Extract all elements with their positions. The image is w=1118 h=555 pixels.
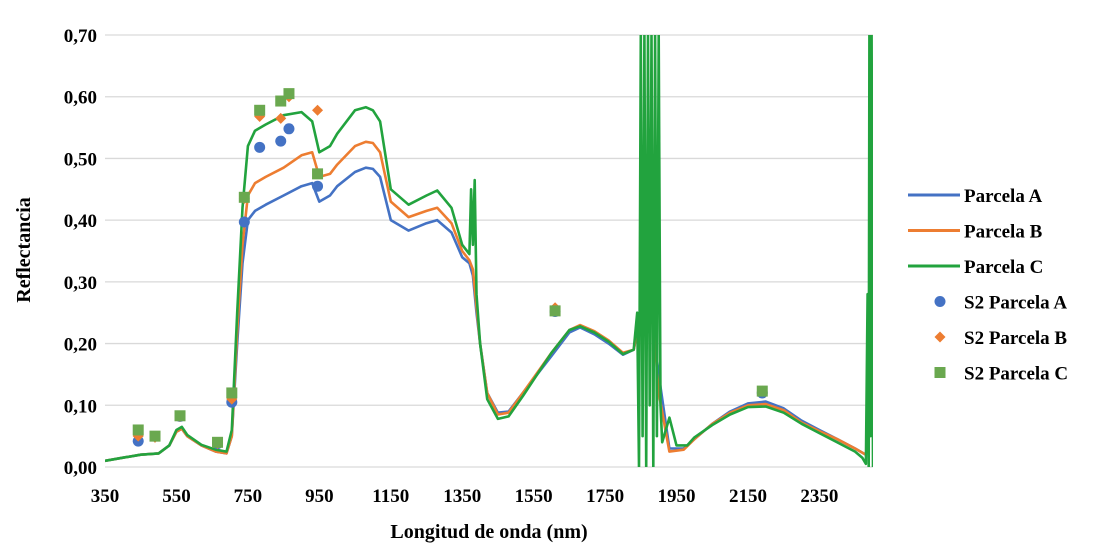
data-point <box>254 104 266 116</box>
x-tick-label: 550 <box>162 486 191 507</box>
data-point <box>756 385 768 397</box>
legend-label: Parcela B <box>964 222 1043 243</box>
data-point <box>312 180 324 192</box>
data-point <box>226 387 238 399</box>
x-tick-label: 1950 <box>658 486 696 507</box>
line-parcela-a <box>105 166 867 463</box>
y-tick-label: 0,40 <box>64 211 97 232</box>
legend-label: S2 Parcela B <box>964 328 1067 349</box>
x-tick-label: 350 <box>91 486 120 507</box>
data-point <box>149 430 161 442</box>
x-axis-title: Longitud de onda (nm) <box>390 521 587 543</box>
data-point <box>132 424 144 436</box>
x-axis-ticks: 350 550 750 950 1150 1350 1550 1750 1950 2150 2350 <box>91 486 839 507</box>
data-point <box>174 410 186 422</box>
data-point <box>275 135 287 147</box>
legend-swatch <box>934 296 946 307</box>
y-tick-label: 0,30 <box>64 273 97 294</box>
y-tick-label: 0,60 <box>64 88 97 109</box>
data-point <box>283 123 295 135</box>
x-tick-label: 1550 <box>515 486 553 507</box>
legend-label: S2 Parcela A <box>964 293 1067 314</box>
data-point <box>254 141 266 153</box>
data-point <box>312 168 324 180</box>
data-point <box>238 191 250 203</box>
data-point <box>283 88 295 100</box>
data-point <box>312 104 324 116</box>
legend-label: Parcela C <box>964 257 1043 278</box>
y-tick-label: 0,10 <box>64 396 97 417</box>
data-point <box>238 216 250 228</box>
legend: Parcela A Parcela B Parcela C S2 Parcela A S… <box>908 186 1068 385</box>
y-tick-label: 0,20 <box>64 335 97 356</box>
legend-swatch <box>934 331 946 343</box>
legend-label: Parcela A <box>964 186 1043 207</box>
x-tick-label: 1150 <box>372 486 409 507</box>
y-tick-label: 0,50 <box>64 149 97 170</box>
y-axis-ticks: 0,00 0,10 0,20 0,30 0,40 0,50 0,60 0,70 <box>64 26 97 479</box>
x-tick-label: 2350 <box>800 486 838 507</box>
x-tick-label: 2150 <box>729 486 767 507</box>
x-tick-label: 750 <box>234 486 263 507</box>
y-tick-label: 0,00 <box>64 458 97 479</box>
x-tick-label: 950 <box>305 486 334 507</box>
line-series-group <box>105 35 873 467</box>
x-tick-label: 1350 <box>443 486 481 507</box>
data-point <box>212 436 224 448</box>
data-point <box>275 95 287 107</box>
x-tick-label: 1750 <box>586 486 624 507</box>
legend-label: S2 Parcela C <box>964 364 1068 385</box>
data-point <box>275 112 287 124</box>
line-parcela-b <box>105 140 867 463</box>
legend-swatch <box>934 367 946 378</box>
line-parcela-c <box>105 35 873 467</box>
y-axis-title: Reflectancia <box>13 197 35 303</box>
y-tick-label: 0,70 <box>64 26 97 47</box>
scatter-series-group <box>132 88 768 450</box>
data-point <box>549 305 561 317</box>
